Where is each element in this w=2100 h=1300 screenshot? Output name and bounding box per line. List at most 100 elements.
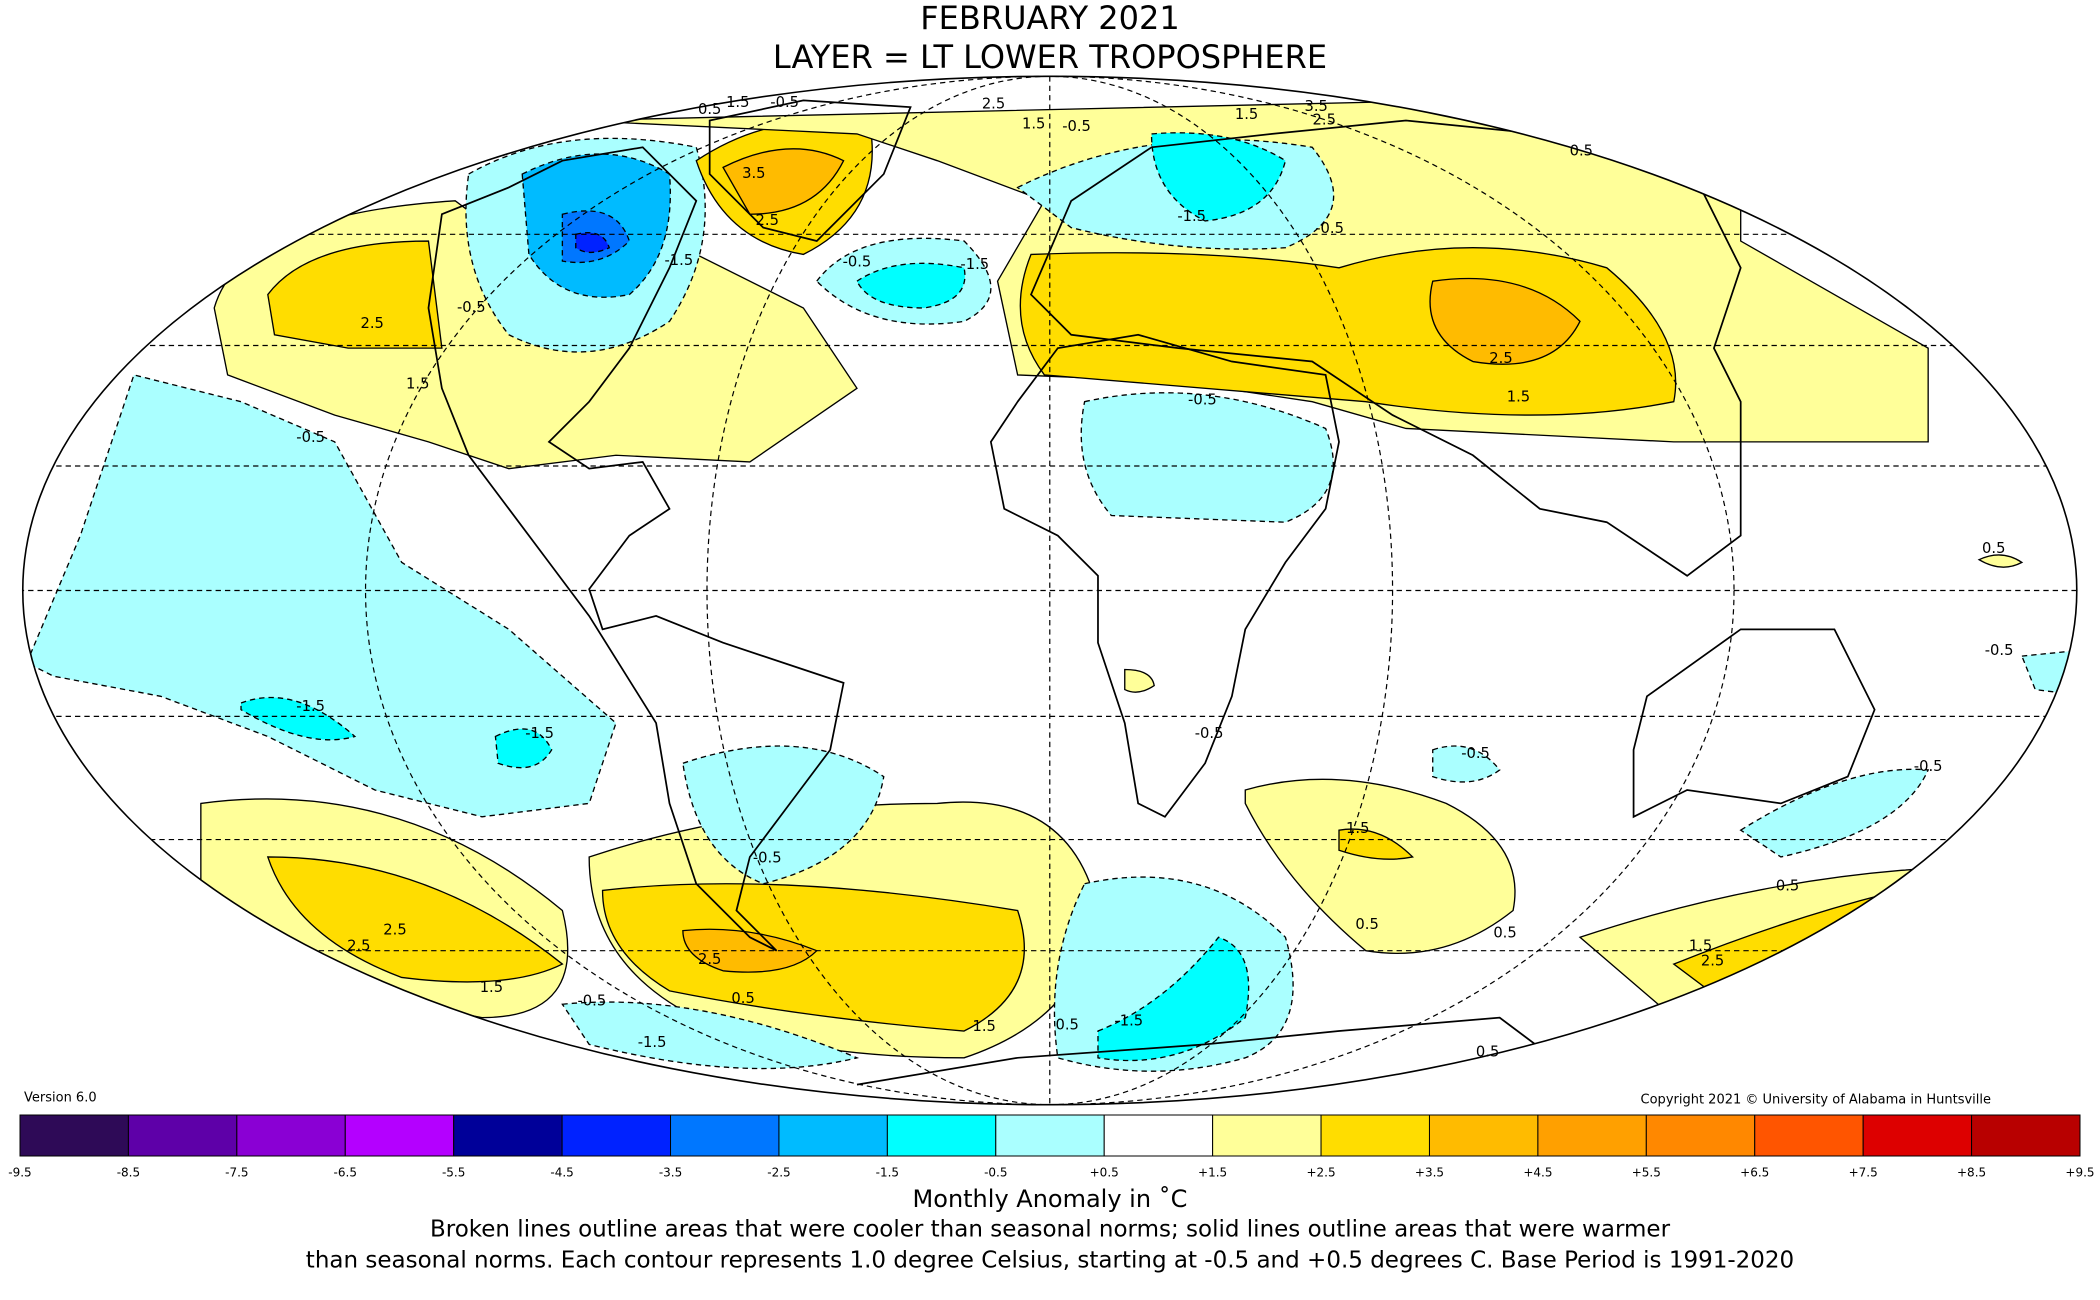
colorbar-tick-label: +0.5 [1090,1166,1119,1180]
contour-label: -0.5 [1315,220,1344,237]
contour-label: 0.5 [1355,916,1378,933]
contour-label: 1.5 [1507,389,1530,406]
contour-label: 2.5 [383,922,406,939]
colorbar-tick-label: -5.5 [442,1166,465,1180]
colorbar-swatch [1428,1114,1539,1157]
colorbar-tick-label: +6.5 [1740,1166,1769,1180]
contour-label: 2.5 [982,95,1005,112]
contour-label: -0.5 [577,993,606,1010]
contour-label: 3.5 [742,165,765,182]
colorbar-tick-label: -2.5 [767,1166,790,1180]
colorbar-label: Monthly Anomaly in ˚C [913,1185,1188,1213]
contour-label: -0.5 [1188,391,1217,408]
colorbar-tick-label: -1.5 [876,1166,899,1180]
contour-label: 1.5 [972,1018,995,1035]
colorbar-swatch [1971,1114,2081,1157]
contour-label: -1.5 [525,725,554,742]
colorbar-swatch [127,1114,238,1157]
colorbar-tick-label: -8.5 [117,1166,140,1180]
colorbar-tick-label: -4.5 [550,1166,573,1180]
contour-label: 1.5 [406,375,429,392]
colorbar-swatch [1754,1114,1864,1157]
colorbar-swatch [453,1114,563,1157]
colorbar-swatch [19,1114,129,1157]
contour-label: 0.5 [1055,1017,1078,1034]
contour-label: -0.5 [1914,758,1943,775]
contour-labels: 0.5 1.5 -0.5 2.51.5 -0.53.51.5 2.50.53.52.5-0… [296,94,2013,1060]
version: Version 6.0 [24,1091,97,1106]
colorbar-swatch [344,1114,455,1157]
contour-label: -1.5 [665,252,694,269]
contour-label: -0.5 [843,253,872,270]
colorbar-tick-label: -9.5 [8,1166,31,1180]
note-line: Broken lines outline areas that were coo… [430,1217,1671,1243]
colorbar-swatch [561,1114,672,1157]
map: 0.5 1.5 -0.5 2.51.5 -0.53.51.5 2.50.53.52.5-0… [21,75,2078,1106]
colorbar-swatch [670,1114,780,1157]
contour-label: -0.5 [753,849,782,866]
contour-label: 3.5 [1305,98,1328,115]
globe-outline [21,75,2078,1106]
anomaly-field [25,93,2077,1072]
contour-label: 0.5 [1982,540,2005,557]
contour-label: -0.5 [296,429,325,446]
contour-label: 0.5 [1570,142,1593,159]
colorbar-swatch [236,1114,346,1157]
contour-label: 1.5 [480,979,503,996]
contour-label: 0.5 [698,101,721,118]
contour-label: 2.5 [1313,112,1336,129]
contour-label: 1.5 [726,94,749,111]
colorbar-tick-label: +4.5 [1523,1166,1552,1180]
colorbar: -9.5 -8.5 -7.5 -6.5 -5.5 -4.5 -3.5 -2.5 -1.5 -0.5… [8,1114,2095,1180]
subtitle: LAYER = LT LOWER TROPOSPHERE [773,38,1327,76]
contour-label: 2.5 [756,212,779,229]
contour-label: -0.5 [1062,118,1091,135]
colorbar-tick-label: -6.5 [334,1166,357,1180]
colorbar-tick-label: +5.5 [1632,1166,1661,1180]
colorbar-swatch [886,1114,997,1157]
colorbar-tick-label: +3.5 [1415,1166,1444,1180]
contour-label: 2.5 [361,315,384,332]
contour-label: 2.5 [1489,350,1512,367]
contour-label: 1.5 [1346,820,1369,837]
contour-label: -1.5 [638,1034,667,1051]
colorbar-swatch [778,1114,888,1157]
colorbar-swatch [1103,1114,1214,1157]
contour-label: -1.5 [1177,208,1206,225]
colorbar-swatch [1212,1114,1322,1157]
colorbar-tick-label: +7.5 [1849,1166,1878,1180]
colorbar-swatch [1645,1114,1756,1157]
contour-label: -1.5 [960,256,989,273]
contour-label: 2.5 [698,951,721,968]
coastlines [427,99,1876,1086]
note-line: than seasonal norms. Each contour repres… [306,1248,1794,1274]
colorbar-swatch [995,1114,1105,1157]
contour-label: 0.5 [1776,877,1799,894]
colorbar-swatch [1320,1114,1430,1157]
contour-label: 0.5 [1493,924,1516,941]
contour-label: 2.5 [1701,952,1724,969]
contour-label: 1.5 [1022,116,1045,133]
colorbar-swatch [1862,1114,1973,1157]
colorbar-swatch [1537,1114,1647,1157]
contour-label: 1.5 [1689,938,1712,955]
colorbar-tick-label: -7.5 [225,1166,248,1180]
colorbar-tick-label: -0.5 [984,1166,1007,1180]
contour-label: 0.5 [731,990,754,1007]
copyright: Copyright 2021 © University of Alabama i… [1641,1093,1991,1108]
contour-label: -0.5 [1985,642,2014,659]
contour-label: 1.5 [1235,106,1258,123]
title: FEBRUARY 2021 [920,0,1179,37]
contour-label: -0.5 [1195,725,1224,742]
colorbar-tick-label: +8.5 [1957,1166,1986,1180]
contour-label: -0.5 [457,299,486,316]
colorbar-tick-label: +1.5 [1198,1166,1227,1180]
contour-label: -1.5 [296,698,325,715]
contour-label: -0.5 [1461,745,1490,762]
contour-label: -1.5 [1114,1013,1143,1030]
colorbar-tick-label: +9.5 [2065,1166,2094,1180]
colorbar-tick-label: +2.5 [1306,1166,1335,1180]
graticule [22,75,2077,1106]
colorbar-tick-label: -3.5 [659,1166,682,1180]
